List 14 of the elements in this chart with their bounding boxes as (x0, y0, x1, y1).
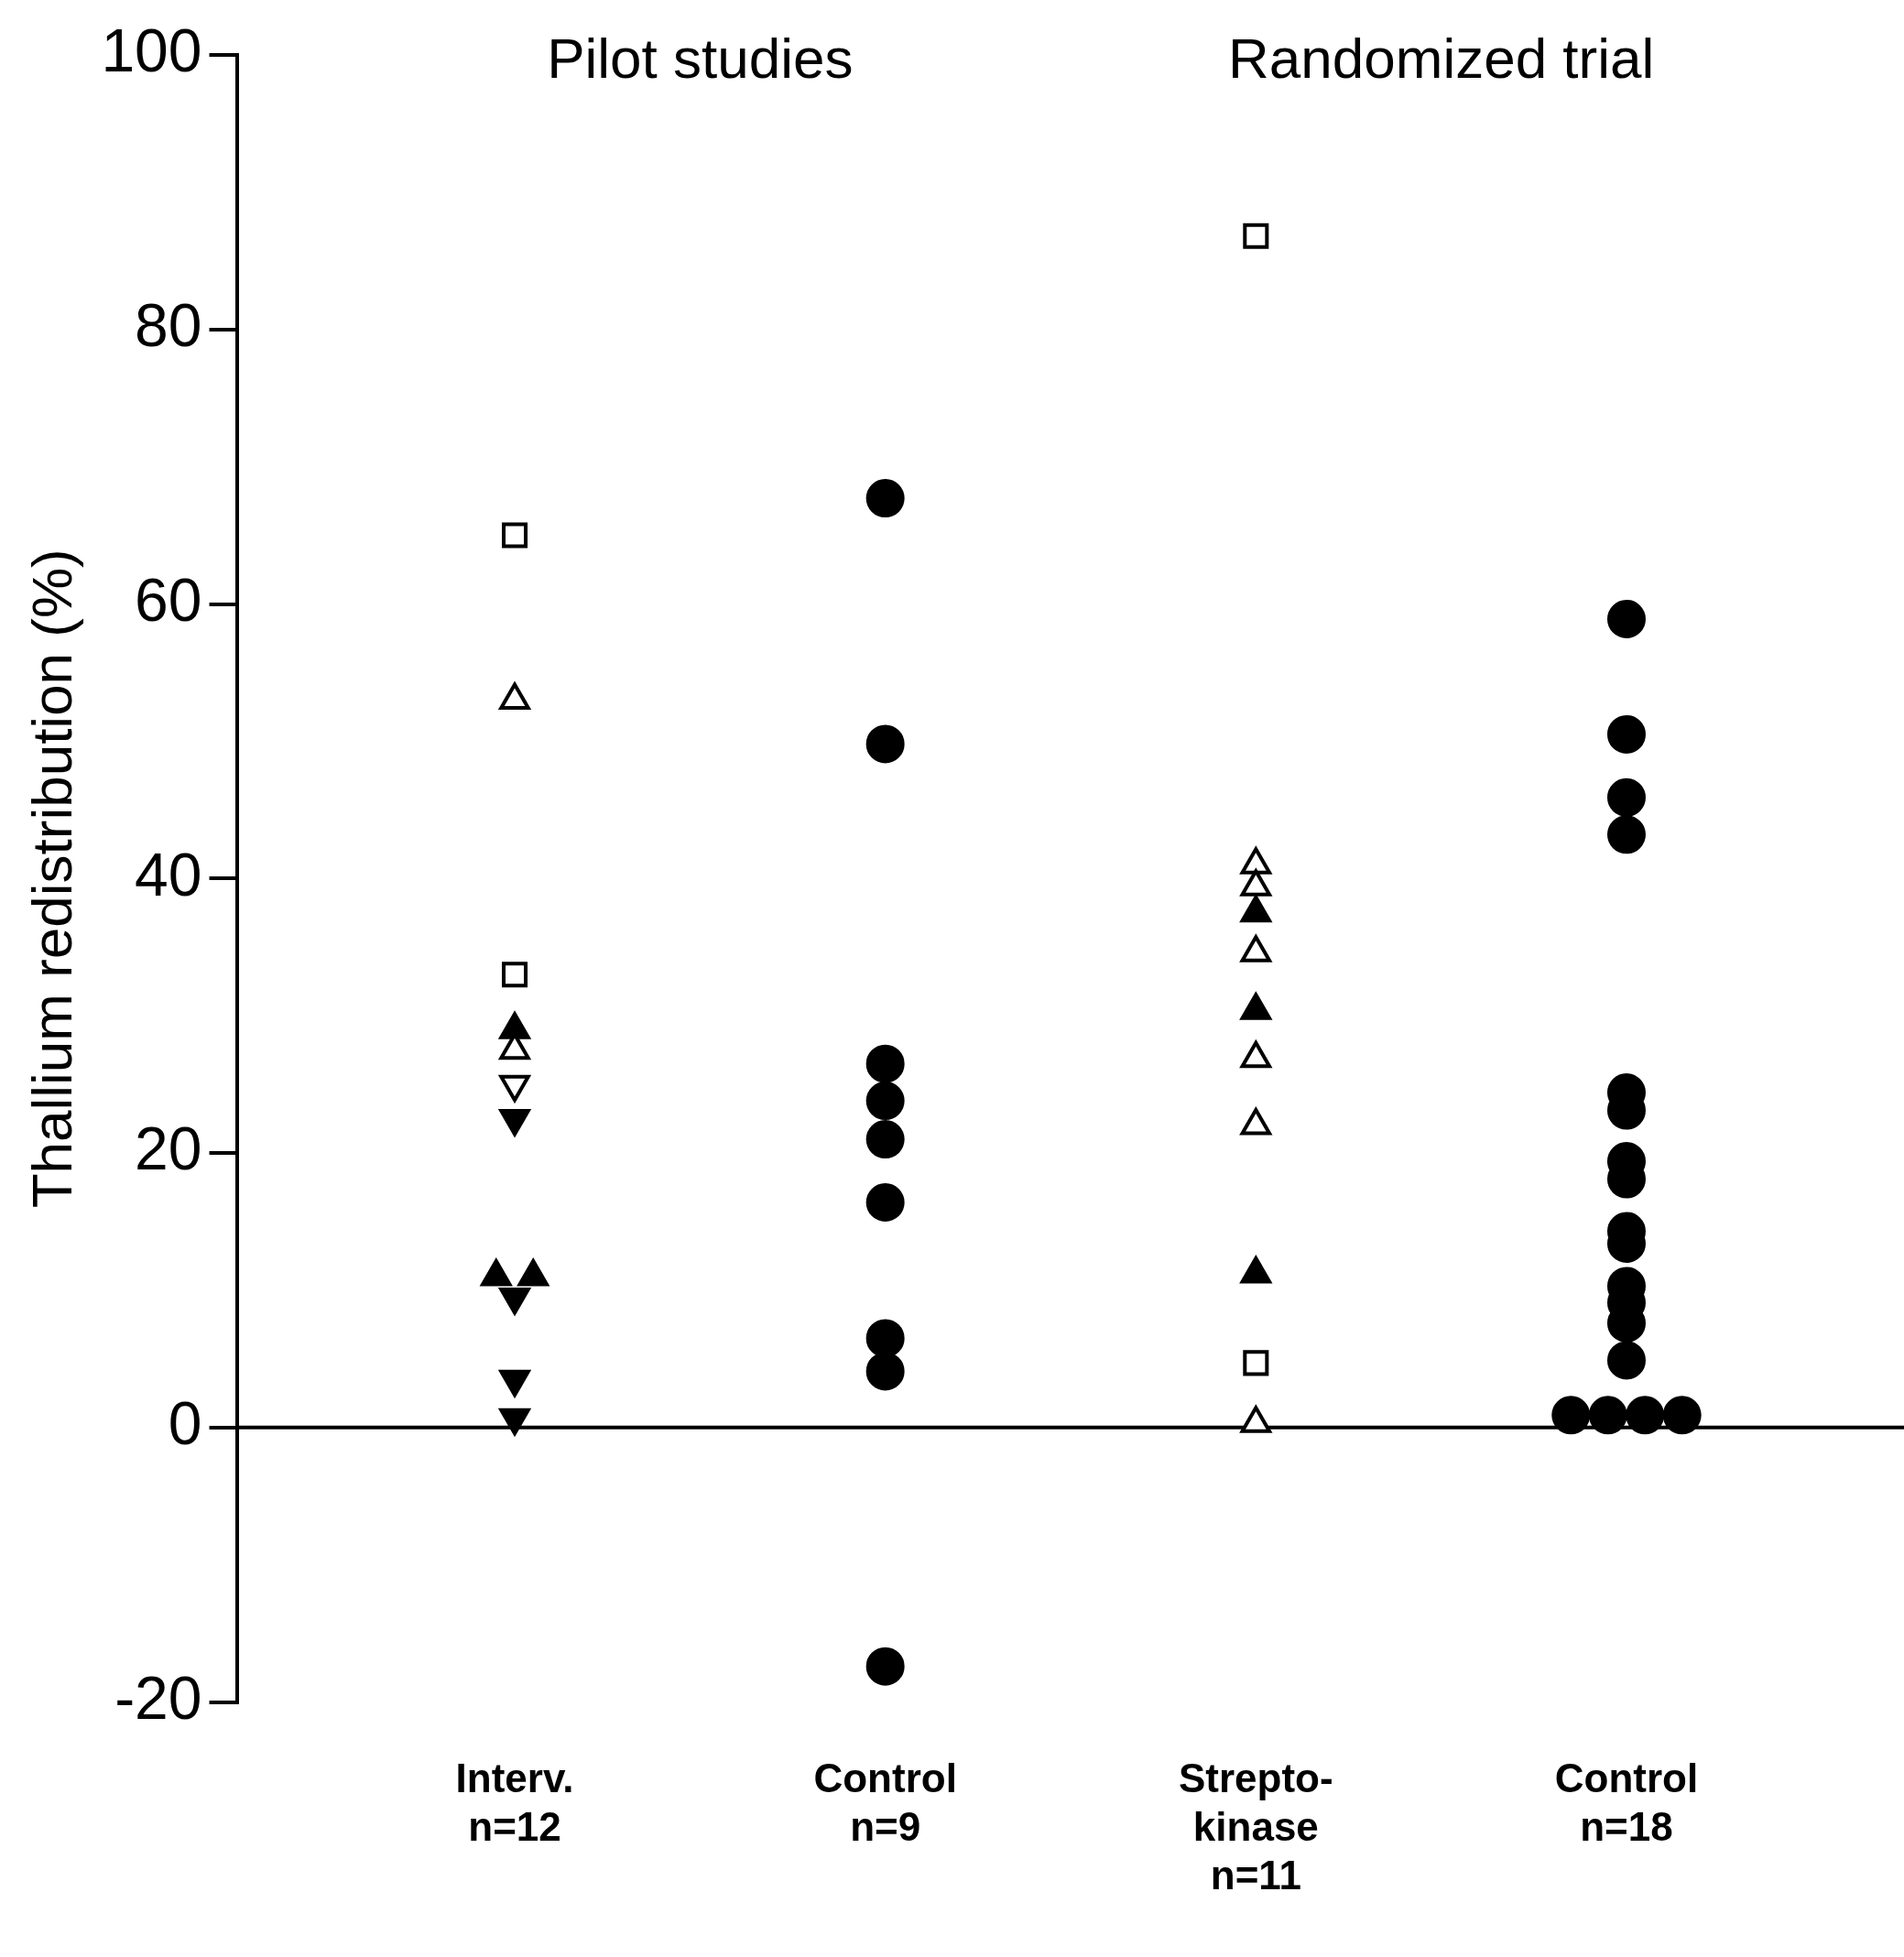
y-tick-label: 20 (135, 1114, 202, 1183)
y-tick-label: 0 (168, 1389, 202, 1458)
x-tick-label: Strepto- kinase n=11 (1178, 1756, 1333, 1897)
y-tick-label: -20 (114, 1663, 202, 1732)
annotation: Randomized trial (1228, 27, 1655, 91)
y-tick-label: 60 (135, 565, 202, 634)
y-tick-label: 40 (135, 840, 202, 908)
x-tick-label: Control n=9 (813, 1756, 957, 1849)
y-axis-title: Thallium redistribution (%) (20, 549, 84, 1209)
x-tick-label: Interv. n=12 (455, 1756, 574, 1849)
y-tick-label: 80 (135, 290, 202, 359)
x-tick-label: Control n=18 (1554, 1756, 1699, 1849)
y-tick-label: 100 (101, 16, 202, 85)
annotation: Pilot studies (547, 27, 854, 91)
